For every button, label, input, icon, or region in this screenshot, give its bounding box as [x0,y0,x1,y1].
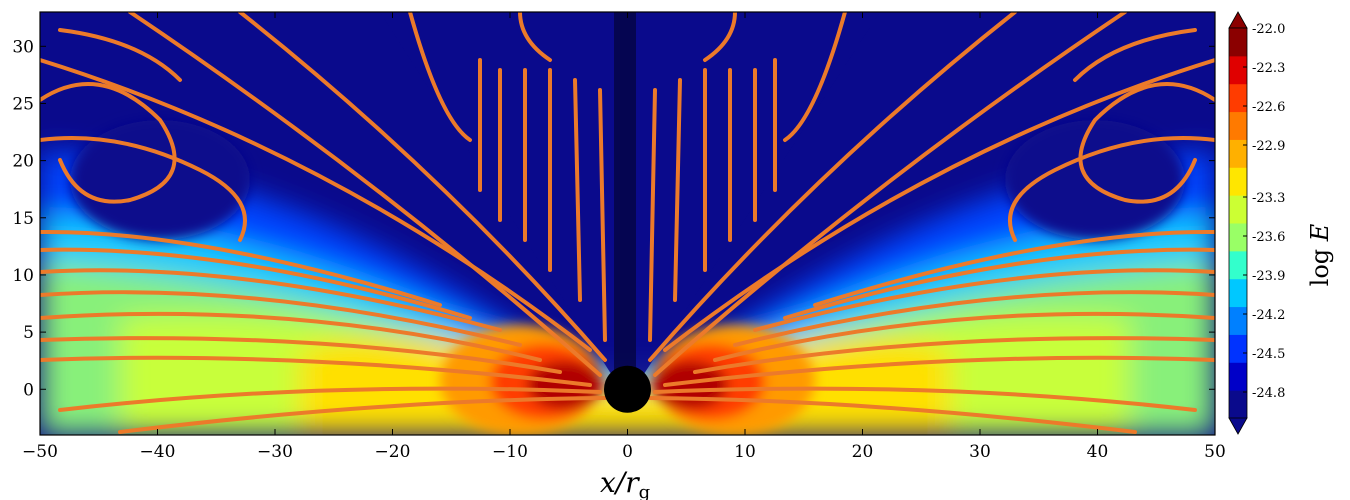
colorbar-extend-max [1228,11,1248,29]
colorbar-segment [1229,139,1247,168]
streamline [40,290,522,347]
colorbar-segment [1229,390,1247,419]
streamline [648,12,1017,362]
colorbar-segment [1229,306,1247,335]
streamline [713,311,1215,362]
y-tick-label: 25 [12,94,34,114]
colorbar-tick-label: -22.6 [1252,100,1285,115]
streamline [733,290,1215,347]
streamline [238,12,607,362]
x-tick-label: 10 [734,442,756,462]
streamline [1073,28,1197,82]
colorbar-segment [1229,28,1247,57]
x-tick-label: −50 [22,442,58,462]
streamline [783,12,847,142]
colorbar-segment [1229,167,1247,196]
colorbar-segment [1229,55,1247,85]
streamline [40,247,472,320]
colorbar-extend-min [1228,417,1248,435]
colorbar-tick-label: -23.6 [1252,230,1285,245]
x-tick-label: −20 [375,442,411,462]
colorbar-segment [1229,195,1247,224]
streamline [40,311,542,362]
colorbar-tick-label: -23.9 [1252,269,1285,284]
streamline [40,355,592,387]
streamline [58,386,602,412]
y-tick-label: 10 [12,266,34,286]
streamline [518,12,552,62]
streamline [653,386,1197,412]
colorbar-tick-label: -24.8 [1252,386,1285,401]
streamline [653,12,1127,377]
x-tick-label: 40 [1087,442,1109,462]
streamline [40,136,247,242]
streamline [40,229,442,307]
streamline [648,88,657,342]
streamline [663,58,1215,352]
colorbar-segment [1229,111,1247,140]
streamline [40,336,562,374]
colorbar-segment [1229,334,1247,363]
streamline [693,336,1215,374]
plot-area [40,12,1215,435]
streamlines [40,12,1215,434]
streamline [673,78,682,302]
x-axis: −50 −40 −30 −20 −10 0 10 20 30 40 50 [22,12,1226,462]
x-tick-label: 30 [969,442,991,462]
streamline [598,88,607,342]
streamline [783,247,1215,320]
colorbar-tick-label: -24.2 [1252,308,1285,323]
streamline [1008,136,1215,242]
streamline [573,78,582,302]
streamline [118,396,607,434]
streamline [128,12,602,377]
colorbar-segment [1229,362,1247,391]
colorbar-tick-label: -22.9 [1252,139,1285,154]
colorbar-segment [1229,278,1247,308]
colorbar-segment [1229,250,1247,280]
colorbar-tick-label: -22.3 [1252,61,1285,76]
colorbar-title: log E [1306,223,1334,286]
streamline [40,268,502,332]
streamline [58,28,182,82]
y-tick-label: 20 [12,152,34,172]
x-axis-title: x/rg [600,466,650,500]
x-tick-label: 0 [622,442,633,462]
y-tick-label: 30 [12,37,34,57]
x-tick-label: −40 [140,442,176,462]
x-tick-label: 50 [1204,442,1226,462]
streamline [40,58,592,352]
colorbar: -22.0 -22.3 -22.6 -22.9 -23.3 -23.6 -23.9 -24.2… [1228,11,1285,435]
y-tick-label: 0 [23,380,34,400]
x-tick-label: 20 [852,442,874,462]
y-axis: 0 5 10 15 20 25 30 [12,37,1215,400]
colorbar-tick-label: -23.3 [1252,191,1285,206]
x-tick-label: −30 [257,442,293,462]
colorbar-tick-label: -22.0 [1252,22,1285,37]
colorbar-frame [1228,27,1248,419]
x-tick-label: −10 [492,442,528,462]
streamline [813,229,1215,307]
colorbar-segment [1229,83,1247,113]
black-hole [604,365,651,413]
colorbar-segment [1229,223,1247,252]
y-tick-label: 5 [23,323,34,343]
streamline [703,12,737,62]
streamline [663,355,1215,387]
streamline [408,12,472,142]
y-tick-label: 15 [12,209,34,229]
colorbar-tick-label: -24.5 [1252,347,1285,362]
streamline [648,396,1137,434]
streamline [753,268,1215,332]
